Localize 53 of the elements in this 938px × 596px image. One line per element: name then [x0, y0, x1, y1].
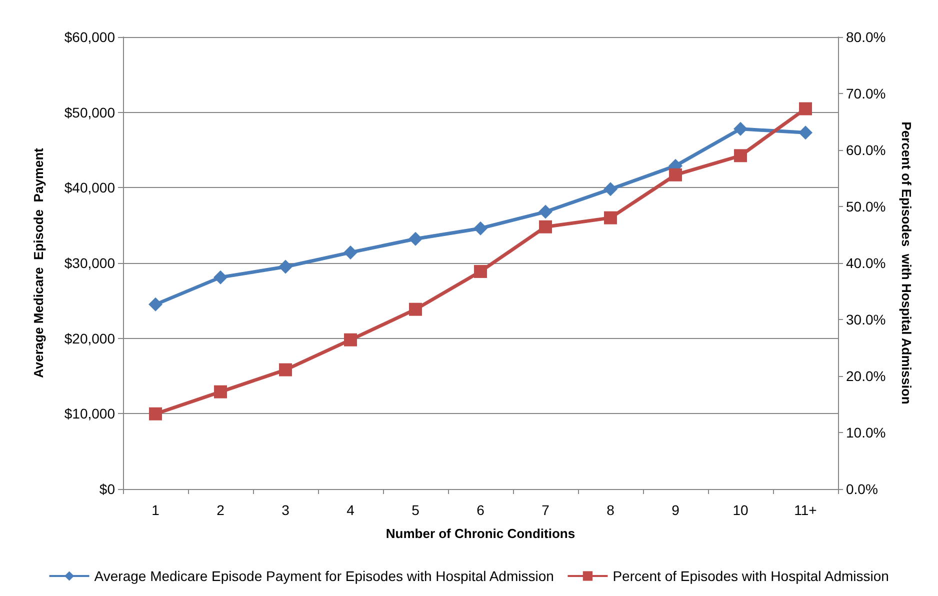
point	[604, 211, 617, 224]
point	[604, 182, 618, 196]
legend-label: Average Medicare Episode Payment for Episodes with Hospital Admission	[94, 568, 554, 584]
y-tick-label: $40,000	[64, 180, 116, 196]
y2-axis-title: Percent of Episodes with Hospital Admission	[899, 122, 914, 404]
y-tick-label: $60,000	[64, 29, 116, 45]
point	[278, 260, 292, 274]
y2-tick-label: 50.0%	[846, 198, 886, 214]
y2-tick-label: 40.0%	[846, 255, 886, 271]
y-tick-label: $50,000	[64, 104, 116, 120]
x-tick-label: 9	[672, 502, 680, 518]
x-tick-label: 8	[606, 502, 615, 518]
point	[799, 102, 812, 116]
point	[474, 221, 488, 236]
point	[734, 122, 748, 136]
point	[539, 220, 552, 234]
point	[279, 363, 292, 376]
x-tick-label: 6	[476, 502, 485, 518]
point	[214, 385, 227, 398]
y2-tick-label: 10.0%	[846, 424, 886, 440]
x-tick-label: 11+	[794, 502, 817, 518]
y-tick-label: $0	[99, 481, 116, 497]
x-tick-label: 10	[732, 502, 748, 518]
point	[409, 302, 422, 316]
legend-label: Percent of Episodes with Hospital Admission	[612, 568, 889, 584]
y2-tick-label: 30.0%	[846, 312, 886, 328]
point	[214, 270, 228, 284]
y-tick-label: $10,000	[64, 406, 116, 422]
x-tick-label: 5	[412, 502, 420, 518]
point	[149, 407, 162, 420]
y-tick-label: $20,000	[64, 330, 116, 346]
point	[408, 232, 422, 246]
point	[538, 204, 552, 219]
point	[344, 333, 357, 346]
x-axis-title: Number of Chronic Conditions	[386, 526, 576, 541]
x-tick-label: 7	[542, 502, 550, 518]
point	[734, 149, 747, 162]
point	[148, 297, 162, 312]
x-tick-label: 1	[152, 502, 160, 518]
x-tick-label: 4	[346, 502, 355, 518]
y-axis-title: Average Medicare Episode Payment	[31, 147, 46, 378]
y-tick-label: $30,000	[64, 255, 116, 271]
point	[344, 245, 358, 260]
y2-tick-label: 70.0%	[846, 86, 886, 102]
y2-tick-label: 80.0%	[846, 29, 886, 45]
point	[669, 168, 682, 182]
y2-tick-label: 60.0%	[846, 142, 886, 158]
point	[798, 126, 812, 140]
point	[474, 264, 487, 278]
x-tick-label: 2	[216, 502, 225, 518]
y2-tick-label: 20.0%	[846, 368, 886, 384]
x-tick-label: 3	[282, 502, 290, 518]
y2-tick-label: 0.0%	[846, 481, 878, 497]
